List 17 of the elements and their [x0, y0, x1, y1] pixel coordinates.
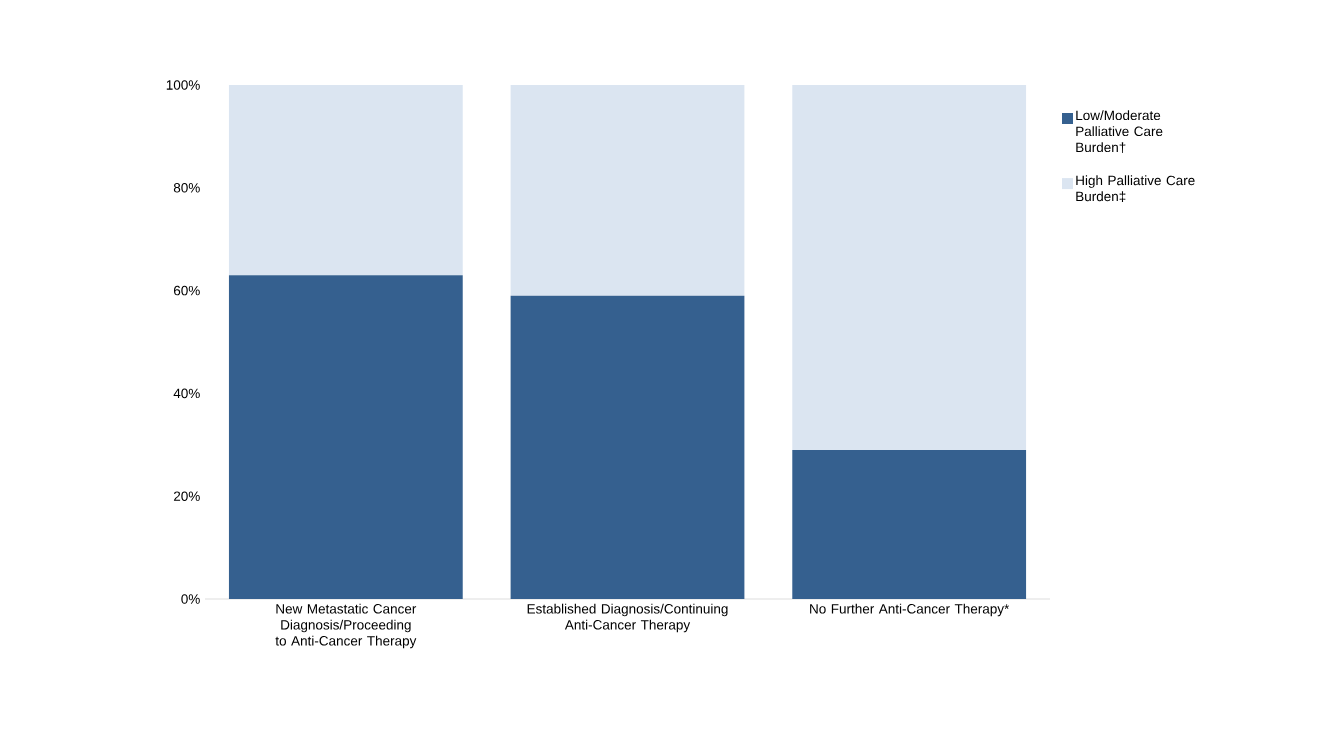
y-tick-label: 80%: [173, 183, 200, 193]
bar: [792, 84, 1027, 450]
y-tick-label: 40%: [173, 388, 200, 399]
bar: [792, 449, 1027, 599]
x-tick-label: Established Diagnosis/Continuing Anti-Cancer Therapy: [527, 603, 728, 633]
bar: [510, 84, 745, 296]
legend-label: Low/Moderate Palliative Care Burden†: [1076, 110, 1163, 153]
x-tick-label: No Further Anti-Cancer Therapy*: [810, 603, 1010, 617]
bar: [510, 295, 745, 599]
legend-label: High Palliative Care Burden‡: [1076, 175, 1195, 202]
y-tick-label: 20%: [173, 491, 200, 501]
bar: [228, 275, 463, 599]
bar: [228, 84, 463, 276]
y-tick-label: 100%: [166, 80, 200, 90]
x-tick-label: New Metastatic Cancer Diagnosis/Proceeding to Anti-Cancer Therapy: [275, 603, 417, 649]
y-tick-label: 0%: [181, 594, 200, 604]
y-tick-label: 60%: [173, 285, 200, 296]
